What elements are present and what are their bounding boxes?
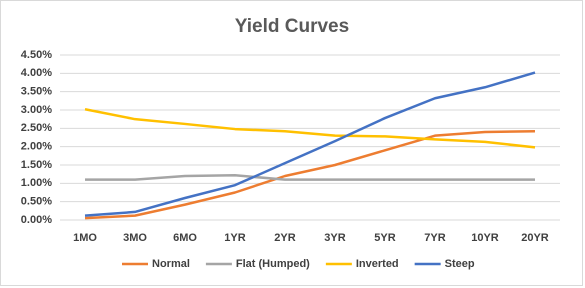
y-tick-label: 3.00%	[21, 104, 52, 116]
y-tick-label: 4.50%	[21, 49, 52, 61]
legend-label: Flat (Humped)	[236, 258, 310, 270]
x-tick-label: 20YR	[521, 232, 549, 244]
x-tick-label: 3MO	[123, 232, 147, 244]
y-tick-label: 2.50%	[21, 122, 52, 134]
y-tick-label: 0.00%	[21, 214, 52, 226]
x-tick-label: 5YR	[374, 232, 395, 244]
y-tick-label: 3.50%	[21, 86, 52, 98]
line-series	[84, 71, 536, 217]
y-tick-label: 1.00%	[21, 177, 52, 189]
y-tick-label: 2.00%	[21, 141, 52, 153]
line-series	[85, 174, 535, 181]
x-tick-label: 3YR	[324, 232, 345, 244]
chart-title: Yield Curves	[235, 16, 349, 37]
y-tick-label: 0.50%	[21, 196, 52, 208]
x-tick-label: 1MO	[73, 232, 97, 244]
legend-label: Inverted	[356, 258, 399, 270]
x-tick-label: 1YR	[224, 232, 245, 244]
legend-label: Normal	[152, 258, 190, 270]
x-tick-label: 2YR	[274, 232, 295, 244]
line-series	[84, 108, 536, 149]
y-tick-label: 1.50%	[21, 159, 52, 171]
x-tick-label: 7YR	[424, 232, 445, 244]
y-tick-label: 4.00%	[21, 67, 52, 79]
x-tick-label: 6MO	[173, 232, 197, 244]
line-series	[84, 130, 536, 220]
x-tick-label: 10YR	[471, 232, 499, 244]
legend-label: Steep	[445, 258, 475, 270]
